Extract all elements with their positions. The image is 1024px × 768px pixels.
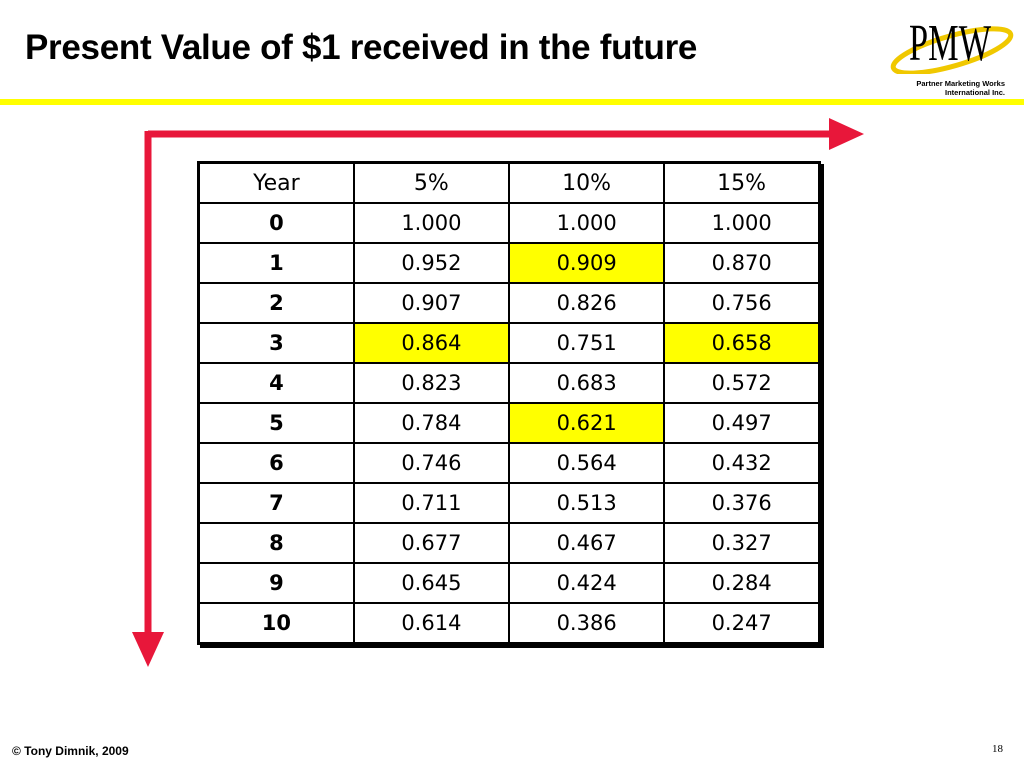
pv-cell-r5: 0.864 xyxy=(352,322,511,364)
year-cell: 4 xyxy=(197,362,355,404)
pv-cell-r15: 0.284 xyxy=(663,562,821,604)
pv-cell-r10: 0.621 xyxy=(507,402,666,444)
pv-cell-r15: 0.327 xyxy=(663,522,821,564)
pv-cell-r15: 0.572 xyxy=(663,362,821,404)
year-cell: 5 xyxy=(197,402,355,444)
pv-cell-r15: 0.756 xyxy=(663,282,821,324)
pmw-logo-icon: PMW xyxy=(890,15,1014,74)
pv-cell-r10: 0.909 xyxy=(507,242,666,284)
pv-cell-r10: 0.424 xyxy=(507,562,666,604)
time-axis-arrow-icon xyxy=(148,118,864,150)
table-row: 9 0.645 0.424 0.284 xyxy=(197,562,821,604)
table-row: 1 0.952 0.909 0.870 xyxy=(197,242,821,284)
pv-cell-r15: 0.247 xyxy=(663,602,821,645)
table-row: 10 0.614 0.386 0.247 xyxy=(197,602,821,645)
pv-cell-r5: 0.784 xyxy=(352,402,511,444)
pv-cell-r15: 0.497 xyxy=(663,402,821,444)
table-row: 3 0.864 0.751 0.658 xyxy=(197,322,821,364)
svg-text:PMW: PMW xyxy=(909,15,991,72)
pv-cell-r15: 0.376 xyxy=(663,482,821,524)
header-rate-10: 10% xyxy=(507,161,666,204)
table-row: 2 0.907 0.826 0.756 xyxy=(197,282,821,324)
pv-cell-r5: 0.823 xyxy=(352,362,511,404)
year-cell: 9 xyxy=(197,562,355,604)
pv-cell-r5: 0.952 xyxy=(352,242,511,284)
pv-cell-r15: 0.432 xyxy=(663,442,821,484)
year-cell: 1 xyxy=(197,242,355,284)
pv-cell-r5: 0.645 xyxy=(352,562,511,604)
pv-cell-r15: 1.000 xyxy=(663,202,821,244)
pv-cell-r10: 0.826 xyxy=(507,282,666,324)
table-row: 6 0.746 0.564 0.432 xyxy=(197,442,821,484)
table-row: 8 0.677 0.467 0.327 xyxy=(197,522,821,564)
pv-cell-r10: 0.564 xyxy=(507,442,666,484)
header-year: Year xyxy=(197,161,355,204)
year-cell: 0 xyxy=(197,202,355,244)
title-divider xyxy=(0,99,1024,105)
pv-cell-r15: 0.658 xyxy=(663,322,821,364)
year-cell: 3 xyxy=(197,322,355,364)
table-header-row: Year 5% 10% 15% xyxy=(197,161,821,204)
copyright-footer: © Tony Dimnik, 2009 xyxy=(12,744,129,758)
pv-cell-r5: 0.746 xyxy=(352,442,511,484)
header-rate-5: 5% xyxy=(352,161,511,204)
page-number: 18 xyxy=(992,743,1003,755)
pv-cell-r10: 0.683 xyxy=(507,362,666,404)
pmw-logo: PMW Partner Marketing Works Internationa… xyxy=(882,4,1017,97)
pv-cell-r5: 0.677 xyxy=(352,522,511,564)
pv-cell-r5: 0.907 xyxy=(352,282,511,324)
present-value-table: Year 5% 10% 15% 0 1.000 1.000 1.000 1 0.952 0.… xyxy=(197,161,821,645)
table-row: 4 0.823 0.683 0.572 xyxy=(197,362,821,404)
year-cell: 7 xyxy=(197,482,355,524)
year-cell: 8 xyxy=(197,522,355,564)
year-cell: 10 xyxy=(197,602,355,645)
pv-cell-r15: 0.870 xyxy=(663,242,821,284)
table-row: 5 0.784 0.621 0.497 xyxy=(197,402,821,444)
logo-line-1: Partner Marketing Works xyxy=(916,79,1005,88)
table-row: 0 1.000 1.000 1.000 xyxy=(197,202,821,244)
pv-cell-r5: 0.711 xyxy=(352,482,511,524)
pv-cell-r10: 0.467 xyxy=(507,522,666,564)
pv-cell-r5: 0.614 xyxy=(352,602,511,645)
year-cell: 6 xyxy=(197,442,355,484)
logo-line-2: International Inc. xyxy=(944,88,1005,97)
slide-title: Present Value of $1 received in the futu… xyxy=(25,28,698,67)
table-row: 7 0.711 0.513 0.376 xyxy=(197,482,821,524)
pv-cell-r10: 0.513 xyxy=(507,482,666,524)
year-cell: 2 xyxy=(197,282,355,324)
header-rate-15: 15% xyxy=(663,161,821,204)
pv-cell-r5: 1.000 xyxy=(352,202,511,244)
pv-cell-r10: 1.000 xyxy=(507,202,666,244)
rate-axis-arrow-icon xyxy=(132,131,164,667)
pv-cell-r10: 0.386 xyxy=(507,602,666,645)
pv-cell-r10: 0.751 xyxy=(507,322,666,364)
